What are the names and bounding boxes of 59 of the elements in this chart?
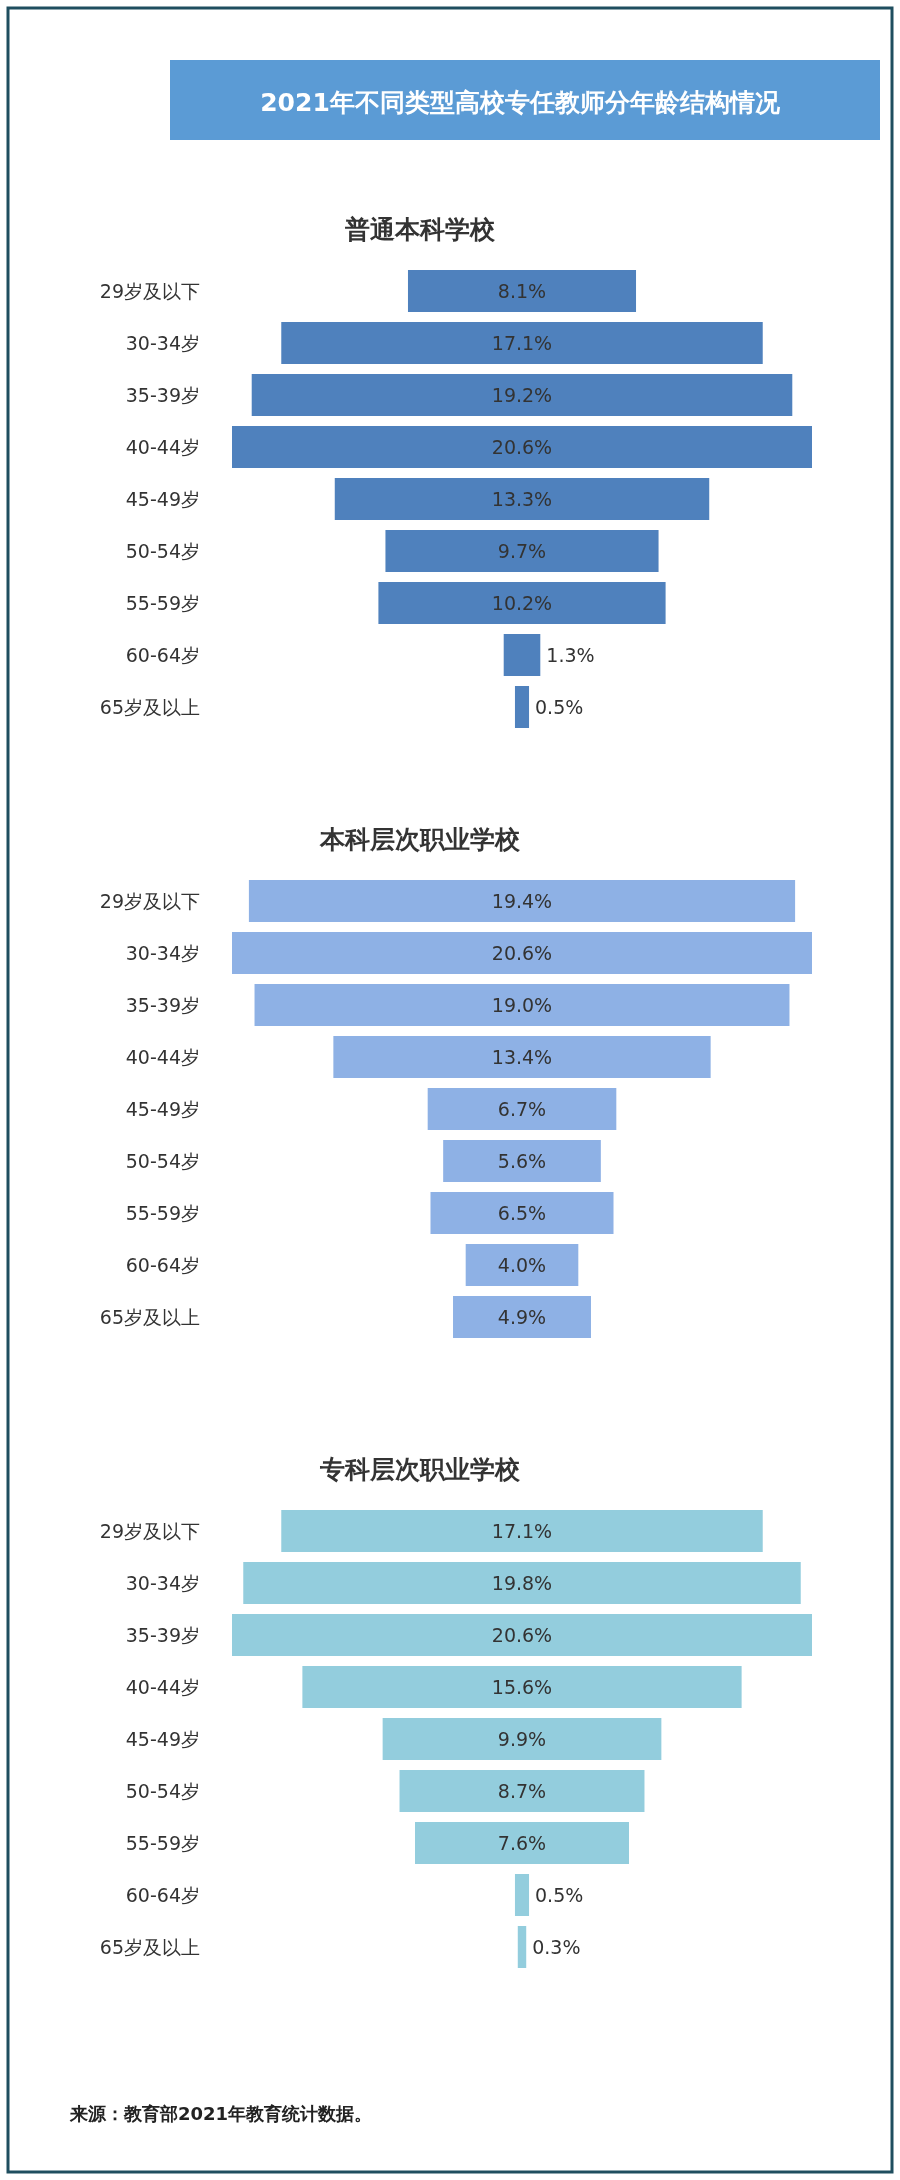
- data-label: 10.2%: [491, 592, 553, 614]
- data-label: 1.3%: [546, 644, 595, 666]
- data-label: 20.6%: [491, 1624, 553, 1646]
- category-label: 30-34岁: [125, 1572, 200, 1594]
- data-label: 5.6%: [497, 1150, 547, 1172]
- data-label: 0.5%: [535, 696, 584, 718]
- data-label: 17.1%: [491, 332, 553, 354]
- category-label: 55-59岁: [125, 592, 200, 614]
- category-label: 40-44岁: [125, 1046, 200, 1068]
- category-label: 45-49岁: [125, 1098, 200, 1120]
- source-note: 来源：教育部2021年教育统计数据。: [69, 2103, 373, 2124]
- data-label: 19.8%: [491, 1572, 553, 1594]
- category-label: 30-34岁: [125, 332, 200, 354]
- data-label: 6.5%: [497, 1202, 547, 1224]
- data-label: 4.9%: [497, 1306, 547, 1328]
- data-label: 15.6%: [491, 1676, 553, 1698]
- data-label: 4.0%: [497, 1254, 547, 1276]
- category-label: 65岁及以上: [99, 696, 200, 718]
- category-label: 50-54岁: [125, 540, 200, 562]
- data-label: 9.7%: [497, 540, 547, 562]
- category-label: 60-64岁: [125, 1884, 200, 1906]
- data-label: 20.6%: [491, 436, 553, 458]
- text: 普通本科学校: [344, 215, 496, 244]
- data-label: 8.7%: [497, 1780, 547, 1802]
- data-label: 6.7%: [497, 1098, 547, 1120]
- category-label: 35-39岁: [125, 1624, 200, 1646]
- category-label: 55-59岁: [125, 1202, 200, 1224]
- category-label: 65岁及以上: [99, 1306, 200, 1328]
- text: 本科层次职业学校: [319, 825, 521, 854]
- data-label: 9.9%: [497, 1728, 547, 1750]
- data-label: 20.6%: [491, 942, 553, 964]
- category-label: 60-64岁: [125, 644, 200, 666]
- category-label: 45-49岁: [125, 488, 200, 510]
- text: 2021年不同类型高校专任教师分年龄结构情况: [260, 88, 781, 117]
- data-label: 8.1%: [497, 280, 547, 302]
- data-label: 19.0%: [491, 994, 553, 1016]
- category-label: 60-64岁: [125, 1254, 200, 1276]
- category-label: 35-39岁: [125, 994, 200, 1016]
- category-label: 30-34岁: [125, 942, 200, 964]
- text: 专科层次职业学校: [319, 1455, 521, 1484]
- category-label: 29岁及以下: [99, 280, 200, 302]
- category-label: 35-39岁: [125, 384, 200, 406]
- category-label: 29岁及以下: [99, 890, 200, 912]
- category-label: 40-44岁: [125, 436, 200, 458]
- category-label: 40-44岁: [125, 1676, 200, 1698]
- data-label: 0.3%: [532, 1936, 581, 1958]
- category-label: 50-54岁: [125, 1780, 200, 1802]
- category-label: 45-49岁: [125, 1728, 200, 1750]
- data-label: 19.4%: [491, 890, 553, 912]
- category-label: 65岁及以上: [99, 1936, 200, 1958]
- data-label: 7.6%: [497, 1832, 547, 1854]
- data-label: 19.2%: [491, 384, 553, 406]
- category-label: 29岁及以下: [99, 1520, 200, 1542]
- data-label: 13.3%: [491, 488, 553, 510]
- category-label: 50-54岁: [125, 1150, 200, 1172]
- data-label: 0.5%: [535, 1884, 584, 1906]
- category-label: 55-59岁: [125, 1832, 200, 1854]
- data-label: 17.1%: [491, 1520, 553, 1542]
- data-label: 13.4%: [491, 1046, 553, 1068]
